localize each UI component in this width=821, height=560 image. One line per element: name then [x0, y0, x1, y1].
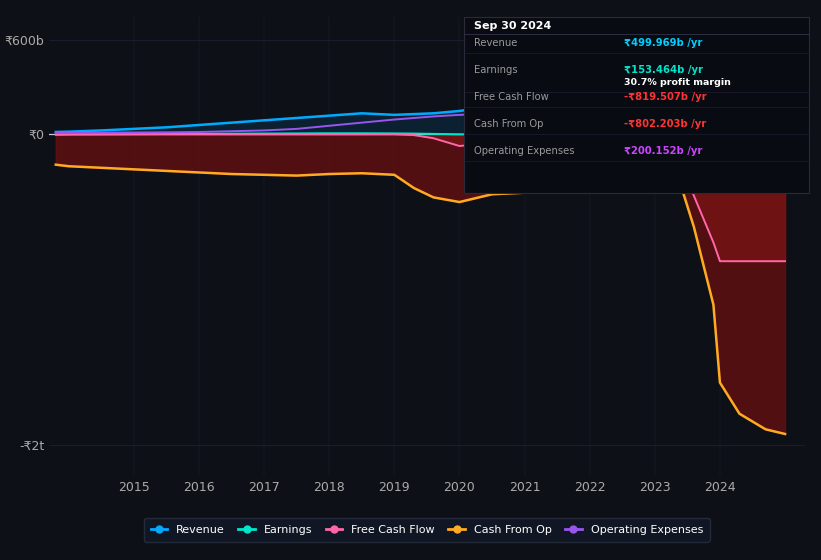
Text: ₹153.464b /yr: ₹153.464b /yr: [624, 66, 703, 76]
Text: 30.7% profit margin: 30.7% profit margin: [624, 78, 731, 87]
Text: Free Cash Flow: Free Cash Flow: [474, 92, 548, 102]
Text: -₹802.203b /yr: -₹802.203b /yr: [624, 119, 706, 129]
Text: ₹499.969b /yr: ₹499.969b /yr: [624, 39, 702, 49]
Legend: Revenue, Earnings, Free Cash Flow, Cash From Op, Operating Expenses: Revenue, Earnings, Free Cash Flow, Cash …: [144, 518, 709, 542]
Text: Cash From Op: Cash From Op: [474, 119, 544, 129]
Text: Operating Expenses: Operating Expenses: [474, 146, 574, 156]
Text: Revenue: Revenue: [474, 39, 517, 49]
Text: -₹819.507b /yr: -₹819.507b /yr: [624, 92, 707, 102]
Text: Earnings: Earnings: [474, 66, 517, 76]
Text: ₹200.152b /yr: ₹200.152b /yr: [624, 146, 702, 156]
Text: Sep 30 2024: Sep 30 2024: [474, 21, 551, 31]
